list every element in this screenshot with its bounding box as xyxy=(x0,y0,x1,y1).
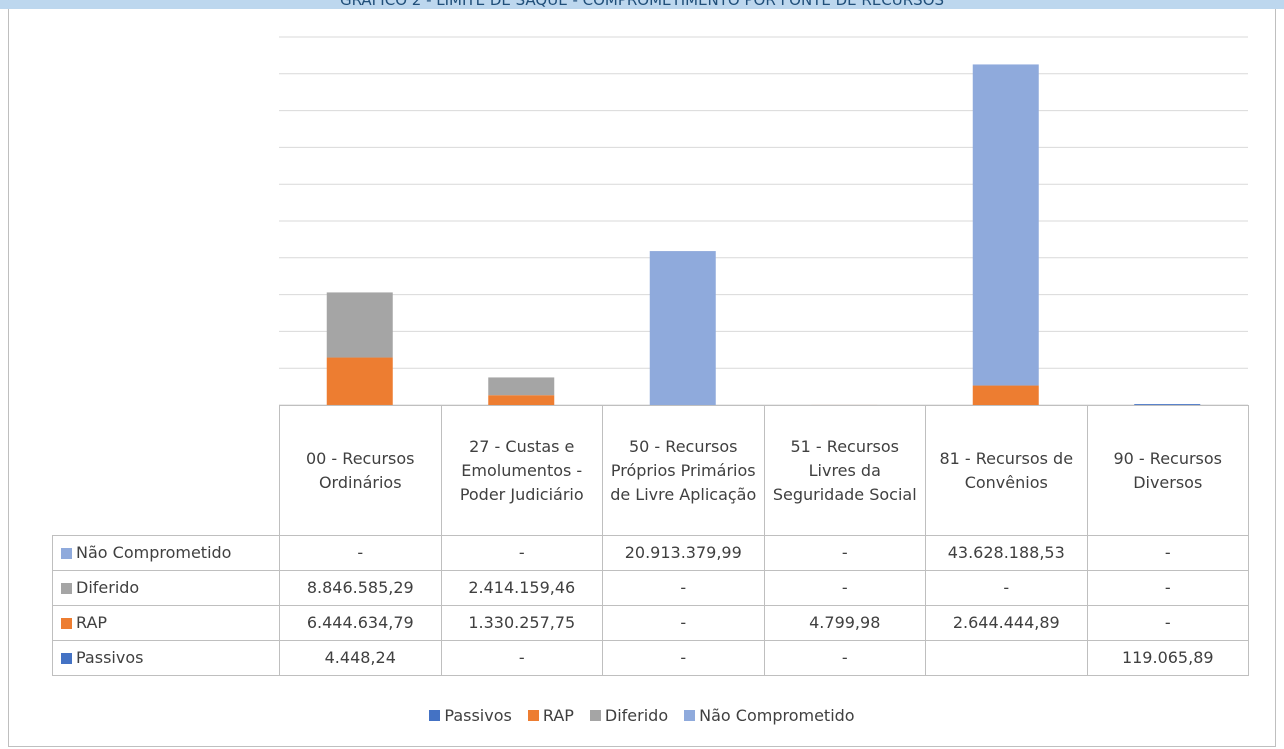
data-label: - xyxy=(602,570,765,606)
data-label: 4.448,24 xyxy=(279,640,442,676)
legend-item: RAP xyxy=(527,706,574,725)
category-label: 27 - Custas e Emolumentos - Poder Judici… xyxy=(440,405,603,536)
data-label: 4.799,98 xyxy=(763,605,926,641)
data-label: 1.330.257,75 xyxy=(440,605,603,641)
legend-key xyxy=(61,617,72,629)
chart-frame xyxy=(8,9,1276,747)
data-label: - xyxy=(1086,570,1249,606)
data-label: - xyxy=(602,640,765,676)
category-label: 81 - Recursos de Convênios xyxy=(925,405,1088,536)
chart-title: GRÁFICO 2 - LIMITE DE SAQUE - COMPROMETI… xyxy=(339,0,945,9)
data-label: - xyxy=(602,605,765,641)
series-name: Diferido xyxy=(76,578,140,597)
data-label: 8.846.585,29 xyxy=(279,570,442,606)
data-label: 2.644.444,89 xyxy=(925,605,1088,641)
series-name: Não Comprometido xyxy=(76,543,232,562)
series-name: Passivos xyxy=(76,648,144,667)
data-label: - xyxy=(763,570,926,606)
data-label xyxy=(925,640,1088,676)
bar-segment xyxy=(488,377,555,396)
row-label: Diferido xyxy=(52,570,280,606)
data-label: - xyxy=(1086,605,1249,641)
legend-key xyxy=(429,710,441,721)
data-label: - xyxy=(279,535,442,571)
data-label: - xyxy=(763,535,926,571)
legend-key xyxy=(589,710,601,721)
data-label: - xyxy=(763,640,926,676)
title-banner: GRÁFICO 2 - LIMITE DE SAQUE - COMPROMETI… xyxy=(0,0,1284,9)
legend-key xyxy=(527,710,539,721)
data-label: - xyxy=(1086,535,1249,571)
data-label: 43.628.188,53 xyxy=(925,535,1088,571)
category-label: 50 - Recursos Próprios Primários de Livr… xyxy=(602,405,765,536)
data-label: 2.414.159,46 xyxy=(440,570,603,606)
bar-segment xyxy=(972,385,1039,405)
legend-label: Não Comprometido xyxy=(699,706,855,725)
data-label: 20.913.379,99 xyxy=(602,535,765,571)
category-label: 90 - Recursos Diversos xyxy=(1086,405,1249,536)
bar-segment xyxy=(1134,404,1201,405)
bar-segment xyxy=(326,292,393,358)
legend-label: Diferido xyxy=(604,706,669,725)
data-label: - xyxy=(440,535,603,571)
row-label: RAP xyxy=(52,605,280,641)
legend-label: RAP xyxy=(542,706,574,725)
legend-item: Diferido xyxy=(589,706,669,725)
data-label: - xyxy=(925,570,1088,606)
legend-item: Não Comprometido xyxy=(684,706,855,725)
category-label: 00 - Recursos Ordinários xyxy=(279,405,442,536)
category-label: 51 - Recursos Livres da Seguridade Socia… xyxy=(763,405,926,536)
legend-key xyxy=(684,710,696,721)
row-label: Não Comprometido xyxy=(52,535,280,571)
bar-segment xyxy=(972,64,1039,386)
legend-key xyxy=(61,652,72,664)
data-label: 6.444.634,79 xyxy=(279,605,442,641)
row-label: Passivos xyxy=(52,640,280,676)
data-label: 119.065,89 xyxy=(1086,640,1249,676)
bar-segment xyxy=(488,395,555,405)
legend-key xyxy=(61,582,72,594)
series-name: RAP xyxy=(76,613,108,632)
data-label: - xyxy=(440,640,603,676)
bar-segment xyxy=(326,357,393,405)
legend-label: Passivos xyxy=(444,706,512,725)
legend-key xyxy=(61,547,72,559)
bar-segment xyxy=(649,251,716,405)
legend-item: Passivos xyxy=(429,706,512,725)
legend: Passivos RAP Diferido Não Comprometido xyxy=(0,706,1284,725)
